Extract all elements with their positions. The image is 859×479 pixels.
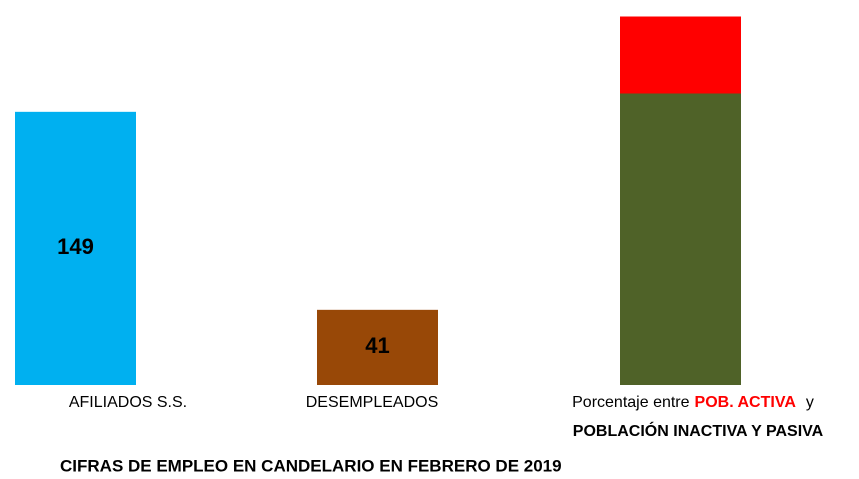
stack-segment <box>620 93 741 385</box>
x-tick-label: Porcentaje entre POB. ACTIVA y <box>572 394 814 411</box>
x-tick-label: AFILIADOS S.S. <box>69 394 187 411</box>
value-label: 149 <box>57 234 94 259</box>
bar <box>317 309 438 385</box>
label-part: Porcentaje entre <box>572 394 690 411</box>
value-label: 41 <box>365 333 389 358</box>
label-part: POB. ACTIVA <box>695 394 797 411</box>
x-tick-label: DESEMPLEADOS <box>306 394 438 411</box>
chart-title: CIFRAS DE EMPLEO EN CANDELARIO EN FEBRER… <box>60 456 562 475</box>
bar <box>15 111 136 385</box>
label-part: y <box>806 394 814 411</box>
x-tick-label: POBLACIÓN INACTIVA Y PASIVA <box>573 421 824 440</box>
stack-segment <box>620 16 741 94</box>
